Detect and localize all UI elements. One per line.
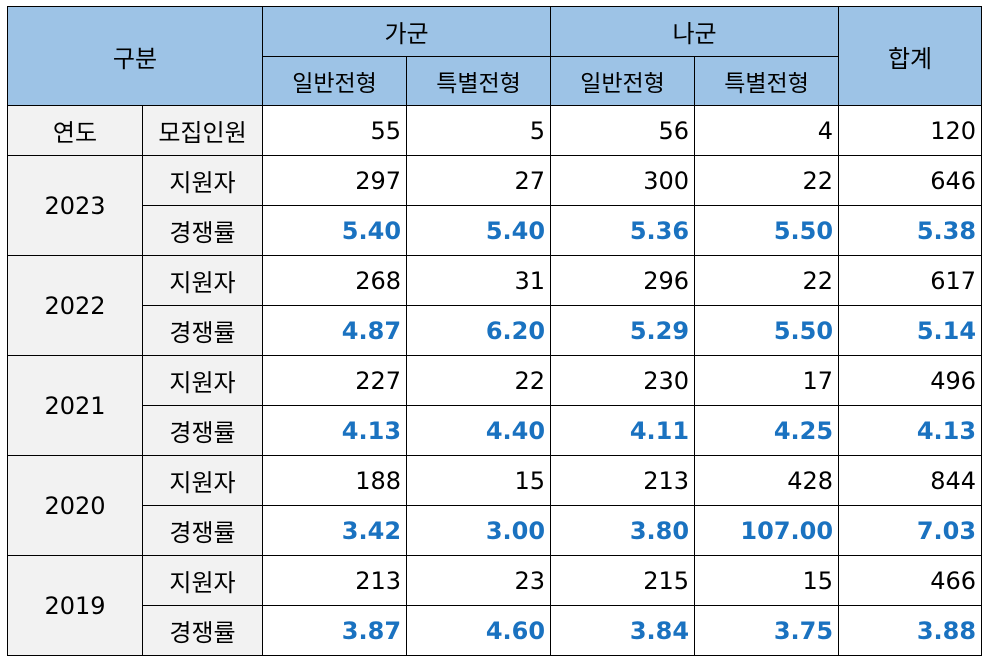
year-cell-2023: 2023 (7, 155, 143, 256)
applicants-label: 지원자 (141, 255, 264, 306)
rate-na-special: 3.75 (694, 605, 840, 656)
quota-row: 연도 모집인원 55 5 56 4 120 (7, 105, 983, 156)
header-group-na: 나군 (550, 6, 840, 57)
rate-total: 3.88 (838, 605, 983, 656)
rate-label: 경쟁률 (141, 405, 264, 456)
rate-total: 7.03 (838, 505, 983, 556)
applicants-ga-special: 23 (406, 555, 552, 606)
year-header-cell: 연도 (7, 105, 143, 156)
rate-na-general: 4.11 (550, 405, 696, 456)
applicants-na-general: 230 (550, 355, 696, 406)
quota-ga-special: 5 (406, 105, 552, 156)
quota-total: 120 (838, 105, 983, 156)
rate-total: 5.38 (838, 205, 983, 256)
applicants-row-2019: 2019 지원자 213 23 215 15 466 (7, 555, 983, 656)
applicants-total: 646 (838, 155, 983, 206)
rate-total: 4.13 (838, 405, 983, 456)
applicants-na-general: 215 (550, 555, 696, 606)
applicants-ga-general: 213 (262, 555, 408, 606)
applicants-label: 지원자 (141, 555, 264, 606)
applicants-total: 466 (838, 555, 983, 606)
applicants-na-general: 296 (550, 255, 696, 306)
applicants-ga-general: 297 (262, 155, 408, 206)
rate-row-2021: 경쟁률 4.13 4.40 4.11 4.25 4.13 (8, 405, 983, 456)
applicants-total: 844 (838, 455, 983, 506)
rate-ga-general: 3.42 (262, 505, 408, 556)
header-row-groups: 구분 가군 나군 합계 (6, 6, 983, 106)
applicants-row-2023: 2023 지원자 297 27 300 22 646 (7, 155, 983, 256)
applicants-na-special: 17 (694, 355, 840, 406)
applicants-ga-general: 188 (262, 455, 408, 506)
header-na-special: 특별전형 (694, 56, 840, 106)
rate-label: 경쟁률 (141, 305, 264, 356)
rate-total: 5.14 (838, 305, 983, 356)
rate-na-general: 3.84 (550, 605, 696, 656)
rate-row-2023: 경쟁률 5.40 5.40 5.36 5.50 5.38 (8, 205, 983, 256)
applicants-ga-general: 227 (262, 355, 408, 406)
rate-ga-general: 5.40 (262, 205, 408, 256)
applicants-ga-special: 15 (406, 455, 552, 506)
applicants-label: 지원자 (141, 355, 264, 406)
rate-na-special: 5.50 (694, 305, 840, 356)
rate-na-special: 107.00 (694, 505, 840, 556)
rate-na-special: 5.50 (694, 205, 840, 256)
applicants-total: 617 (838, 255, 983, 306)
applicants-na-general: 300 (550, 155, 696, 206)
applicants-row-2022: 2022 지원자 268 31 296 22 617 (7, 255, 983, 356)
rate-na-special: 4.25 (694, 405, 840, 456)
applicants-ga-general: 268 (262, 255, 408, 306)
rate-label: 경쟁률 (141, 505, 264, 556)
applicants-ga-special: 22 (406, 355, 552, 406)
applicants-na-special: 15 (694, 555, 840, 606)
header-category: 구분 (6, 6, 264, 106)
rate-na-general: 5.36 (550, 205, 696, 256)
applicants-na-special: 22 (694, 255, 840, 306)
rate-ga-general: 4.13 (262, 405, 408, 456)
rate-ga-special: 4.40 (406, 405, 552, 456)
quota-ga-general: 55 (262, 105, 408, 156)
year-cell-2019: 2019 (7, 555, 143, 656)
applicants-ga-special: 31 (406, 255, 552, 306)
quota-na-special: 4 (694, 105, 840, 156)
rate-row-2020: 경쟁률 3.42 3.00 3.80 107.00 7.03 (8, 505, 983, 556)
rate-na-general: 5.29 (550, 305, 696, 356)
rate-label: 경쟁률 (141, 205, 264, 256)
header-group-ga: 가군 (262, 6, 552, 57)
rate-ga-general: 3.87 (262, 605, 408, 656)
rate-ga-general: 4.87 (262, 305, 408, 356)
applicants-row-2021: 2021 지원자 227 22 230 17 496 (7, 355, 983, 456)
applicants-total: 496 (838, 355, 983, 406)
rate-row-2019: 경쟁률 3.87 4.60 3.84 3.75 3.88 (8, 605, 983, 656)
rate-ga-special: 5.40 (406, 205, 552, 256)
applicants-na-special: 428 (694, 455, 840, 506)
applicants-label: 지원자 (141, 455, 264, 506)
header-ga-special: 특별전형 (406, 56, 552, 106)
header-row-types: 일반전형 특별전형 일반전형 특별전형 (8, 56, 982, 106)
year-cell-2021: 2021 (7, 355, 143, 456)
rate-ga-special: 3.00 (406, 505, 552, 556)
header-ga-general: 일반전형 (262, 56, 408, 106)
rate-ga-special: 4.60 (406, 605, 552, 656)
year-cell-2020: 2020 (7, 455, 143, 556)
applicants-label: 지원자 (141, 155, 264, 206)
year-cell-2022: 2022 (7, 255, 143, 356)
header-na-general: 일반전형 (550, 56, 696, 106)
applicants-na-general: 213 (550, 455, 696, 506)
applicants-ga-special: 27 (406, 155, 552, 206)
applicants-na-special: 22 (694, 155, 840, 206)
rate-label: 경쟁률 (141, 605, 264, 656)
header-total: 합계 (838, 6, 983, 106)
rate-ga-special: 6.20 (406, 305, 552, 356)
competition-rate-table: 구분 가군 나군 합계 일반전형 특별전형 일반전형 특별전형 연도 모집인원 … (6, 6, 983, 656)
applicants-row-2020: 2020 지원자 188 15 213 428 844 (7, 455, 983, 556)
rate-row-2022: 경쟁률 4.87 6.20 5.29 5.50 5.14 (8, 305, 983, 356)
rate-na-general: 3.80 (550, 505, 696, 556)
quota-na-general: 56 (550, 105, 696, 156)
quota-label: 모집인원 (141, 105, 264, 156)
